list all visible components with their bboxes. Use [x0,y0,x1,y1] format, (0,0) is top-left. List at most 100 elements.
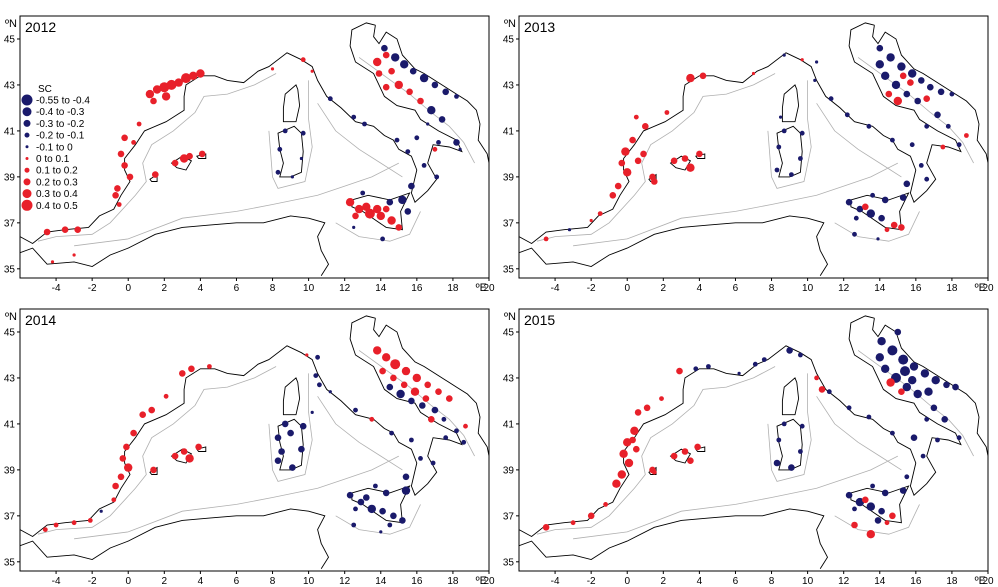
lat-tick-label: 43 [503,373,515,384]
sc-point [427,106,436,115]
lon-tick-label: -4 [52,576,61,587]
sc-point [434,174,440,180]
coastline [519,315,962,538]
sc-point [633,445,640,453]
sc-point [408,397,415,405]
sc-point [351,522,357,528]
lat-tick-label: 45 [4,327,16,338]
sc-point [706,364,711,369]
sc-point [676,367,683,375]
sc-point [278,448,285,455]
sc-point [897,62,906,71]
sc-point [410,387,420,396]
lat-tick-label: 45 [503,327,515,338]
sc-point [300,57,306,63]
sc-point [875,60,884,69]
sc-point [624,458,634,468]
lat-tick-label: 37 [4,218,16,229]
sc-point [651,178,658,185]
legend-swatch [24,132,30,138]
sc-point [431,81,439,89]
sc-point [287,429,294,437]
sc-point [773,459,781,467]
sc-point [364,208,375,219]
sc-point [924,416,930,422]
sc-point [275,169,281,175]
sc-point [422,395,430,402]
sc-point [937,88,945,96]
sc-point [436,140,441,145]
sc-point [623,438,632,447]
lon-tick-label: 6 [733,283,739,294]
sc-point [643,404,651,412]
sc-point [891,80,901,90]
sc-point [623,168,632,177]
island-outline [351,485,411,524]
sc-point [391,53,400,62]
sc-point [931,376,940,385]
sc-point [362,121,367,127]
sc-point [913,389,922,399]
sc-point [310,69,314,73]
isobath-line [573,162,898,247]
sc-point [367,504,376,514]
legend-swatch [25,145,29,149]
lon-unit-label: ºE [975,282,986,294]
sc-point [373,483,378,489]
sc-point [421,163,427,168]
lat-tick-label: 43 [4,373,16,384]
sc-point [949,91,955,97]
sc-point [642,123,649,130]
sc-point [123,443,130,451]
sc-point [818,386,826,393]
sc-point [270,67,275,71]
sc-point [315,354,320,360]
lon-tick-label: 4 [697,283,703,294]
sc-point [782,53,786,57]
sc-point [881,196,889,204]
sc-point [900,366,910,377]
sc-point [687,457,694,464]
sc-point [419,402,426,409]
sc-point [890,221,898,229]
sc-point [327,96,333,102]
sc-point [761,357,767,362]
sc-point [112,482,119,490]
sc-point [454,94,459,99]
island-outline [776,125,803,178]
sc-point [124,463,133,472]
sc-point [189,71,198,81]
sc-point [876,44,884,52]
lat-tick-label: 35 [503,557,515,568]
coastline [373,25,489,164]
sc-point [894,328,902,336]
isobath-line [268,373,313,482]
sc-point [382,489,390,497]
sc-point [43,228,51,236]
sc-point [941,416,948,423]
legend-item-label: -0.3 to -0.2 [36,119,85,130]
sc-point [914,97,921,105]
sc-point [426,122,430,126]
isobath-line [573,455,898,540]
sc-point [920,369,930,378]
sc-point [406,88,413,96]
sc-point [382,353,391,362]
sc-point [614,182,622,190]
sc-point [428,416,435,423]
coastline [20,508,330,569]
sc-point [395,224,403,231]
island-outline [781,84,800,123]
lon-tick-label: 0 [125,576,131,587]
sc-point [112,192,119,199]
sc-point [899,487,907,494]
legend-item-label: 0.4 to 0.5 [36,201,78,212]
sc-point [799,423,805,429]
lon-tick-label: 10 [303,576,315,587]
sc-point [927,83,934,91]
sc-point [274,457,282,464]
sc-point [139,411,146,418]
map-panel-2015: 45 43 41 39 37 35 ºN -4 -2 0 2 4 6 8 10 12 14 16 18 20 ºE 201… [499,293,998,587]
sc-point [387,522,393,528]
isobath-line [816,396,902,471]
